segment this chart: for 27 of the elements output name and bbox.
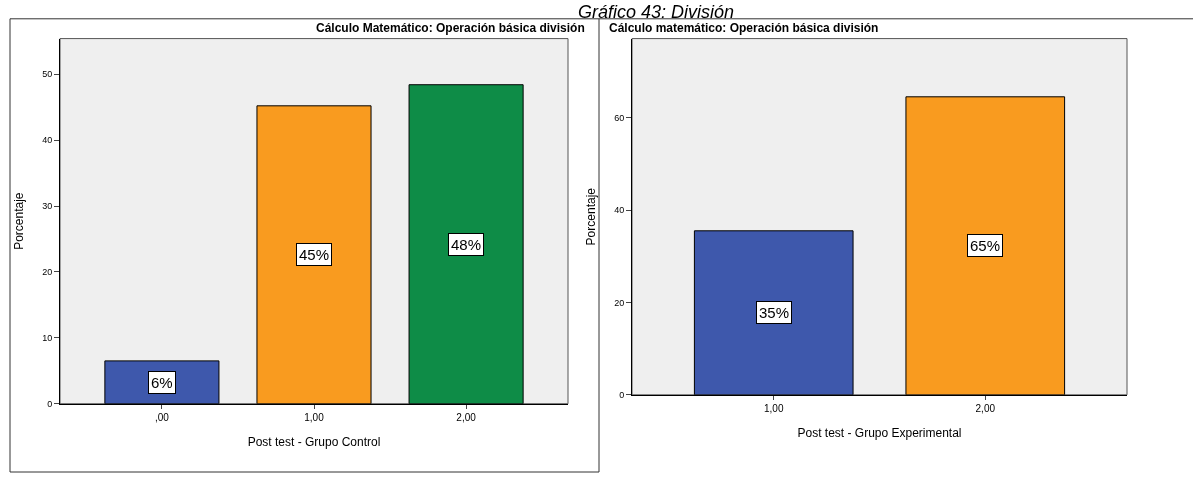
y-tick-label: 0 xyxy=(619,389,625,400)
y-tick-label: 10 xyxy=(42,332,53,343)
y-tick-label: 0 xyxy=(47,398,53,409)
y-tick-label: 30 xyxy=(42,201,53,212)
data-label: 48% xyxy=(451,236,482,253)
x-tick-label: 2,00 xyxy=(456,411,477,423)
y-tick-label: 20 xyxy=(42,267,53,278)
x-tick-label: 2,00 xyxy=(975,402,996,414)
y-axis-title: Porcentaje xyxy=(12,192,27,250)
x-axis-title: Post test - Grupo Experimental xyxy=(797,425,962,440)
chart-title: Cálculo Matemático: Operación básica división xyxy=(316,21,585,35)
data-label: 45% xyxy=(299,246,330,263)
y-axis-title: Porcentaje xyxy=(584,187,599,246)
x-axis-title: Post test - Grupo Control xyxy=(247,434,381,449)
x-tick-label: 1,00 xyxy=(304,411,325,423)
y-tick-label: 20 xyxy=(614,297,625,308)
chart-title: Cálculo matemático: Operación básica división xyxy=(609,21,879,35)
y-tick-label: 60 xyxy=(614,112,625,123)
y-tick-label: 40 xyxy=(42,135,53,146)
data-label: 65% xyxy=(970,237,1001,254)
x-tick-label: ,00 xyxy=(154,411,170,423)
data-label: 6% xyxy=(151,374,173,391)
data-label: 35% xyxy=(759,304,790,321)
y-tick-label: 50 xyxy=(42,69,53,80)
x-tick-label: 1,00 xyxy=(764,402,784,414)
text: Gráfico 43: División xyxy=(578,2,735,22)
y-tick-label: 40 xyxy=(614,205,625,216)
